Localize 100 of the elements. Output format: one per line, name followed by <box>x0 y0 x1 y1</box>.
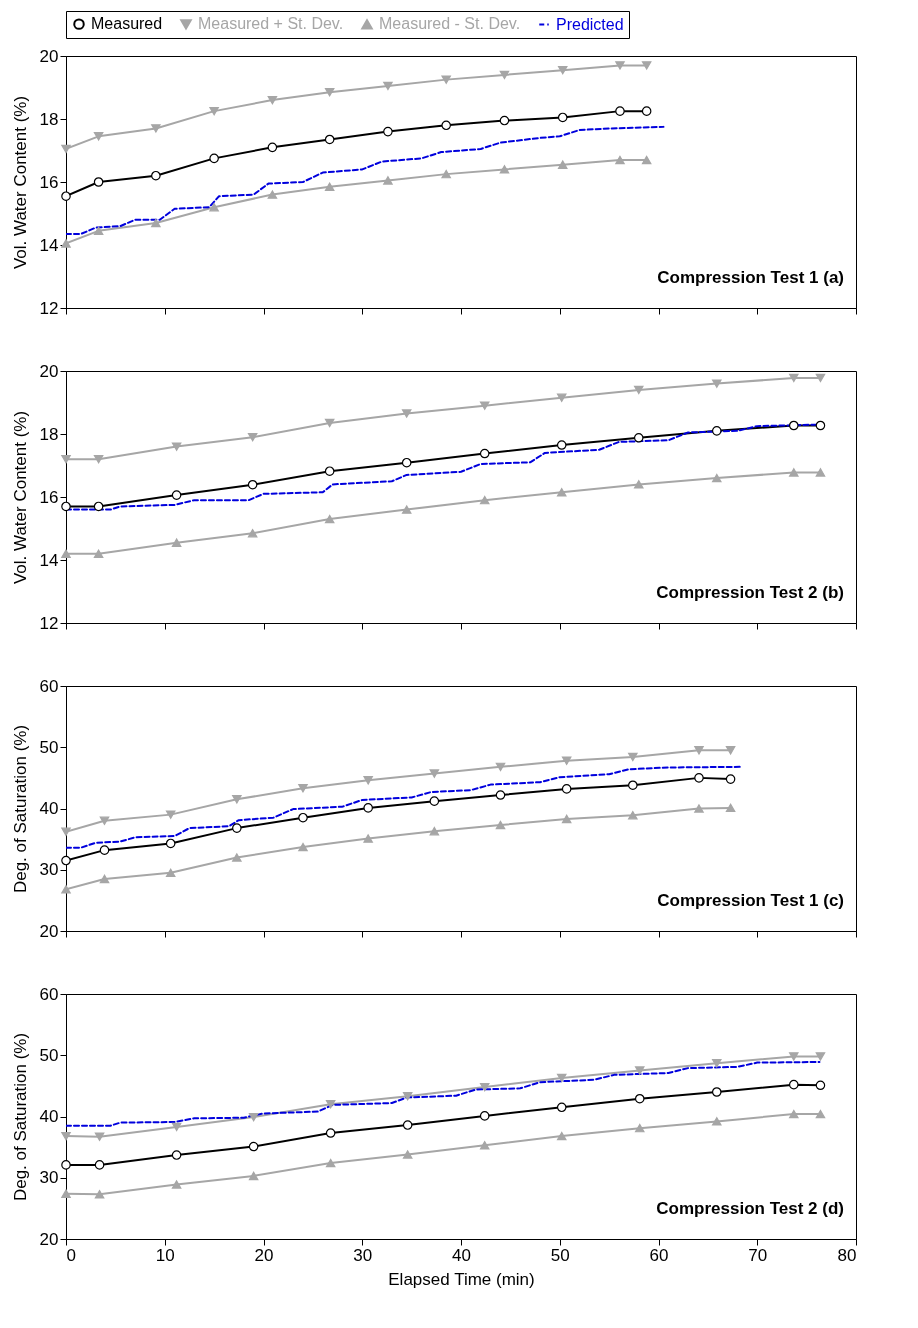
y-tick-label: 14 <box>39 235 59 255</box>
y-tick-label: 50 <box>39 737 59 757</box>
point <box>711 473 722 483</box>
point <box>171 1180 182 1189</box>
x-tick-label: 10 <box>155 1245 175 1265</box>
x-axis-title: Elapsed Time (min) <box>388 1269 535 1289</box>
point <box>479 1111 490 1121</box>
point <box>694 746 704 755</box>
legend-label: Predicted <box>556 15 624 33</box>
point <box>789 1052 799 1061</box>
point <box>401 409 412 418</box>
y-tick-label: 30 <box>39 1168 59 1188</box>
point <box>232 823 242 833</box>
point <box>325 1128 336 1138</box>
point <box>61 1189 71 1198</box>
point <box>99 874 110 884</box>
point <box>61 1131 71 1141</box>
point <box>99 845 110 855</box>
point <box>61 144 71 154</box>
y-tick-label: 12 <box>39 613 59 633</box>
point <box>165 838 176 849</box>
point <box>94 1160 105 1170</box>
point <box>789 373 799 383</box>
point <box>402 1120 413 1130</box>
point <box>641 61 652 70</box>
point <box>363 803 373 813</box>
point <box>151 218 161 228</box>
point <box>815 468 826 477</box>
point <box>401 505 412 514</box>
point <box>615 61 625 70</box>
point <box>171 1122 182 1132</box>
point <box>94 1132 105 1141</box>
point <box>628 811 638 820</box>
point <box>634 1123 645 1133</box>
y-tick-label: 12 <box>39 298 59 318</box>
point <box>171 442 182 451</box>
point <box>61 885 71 894</box>
point <box>557 112 568 123</box>
point <box>383 81 393 91</box>
point <box>789 468 799 477</box>
point <box>556 1073 567 1083</box>
point <box>429 826 440 836</box>
y-tick-label: 60 <box>39 676 59 696</box>
point <box>171 1150 182 1160</box>
point <box>633 480 644 489</box>
point <box>615 155 625 165</box>
point <box>634 1093 645 1104</box>
point <box>325 1158 336 1168</box>
point <box>711 1117 722 1126</box>
point <box>441 120 451 131</box>
point <box>209 202 219 212</box>
point <box>61 855 71 866</box>
point <box>94 1190 105 1199</box>
point <box>711 1087 722 1097</box>
y-axis-title: Deg. of Saturation (%) <box>10 1032 30 1202</box>
point <box>789 1079 799 1090</box>
point <box>267 190 278 199</box>
x-tick-label: 40 <box>452 1245 471 1265</box>
annotation: Compression Test 2 (d) <box>656 1199 844 1218</box>
point <box>495 790 506 800</box>
point <box>633 385 644 395</box>
point <box>247 432 258 442</box>
point <box>267 95 278 105</box>
y-tick-label: 18 <box>39 424 59 444</box>
point <box>789 420 799 431</box>
point <box>815 1109 826 1119</box>
point <box>479 448 490 459</box>
point <box>402 1150 413 1159</box>
x-tick-label: 70 <box>748 1245 768 1265</box>
point <box>815 420 826 431</box>
point <box>93 454 104 464</box>
point <box>93 501 104 512</box>
point <box>363 776 373 785</box>
point <box>209 153 219 164</box>
legend-label: Measured + St. Dev. <box>198 15 344 33</box>
point <box>93 549 104 558</box>
y-tick-label: 18 <box>39 109 59 129</box>
point <box>324 418 335 428</box>
point <box>815 1080 826 1091</box>
point <box>556 393 567 402</box>
point <box>61 454 71 464</box>
point <box>789 1109 799 1119</box>
x-tick-label: 80 <box>837 1245 857 1265</box>
point <box>634 1066 645 1075</box>
x-tick-label: 0 <box>66 1245 76 1265</box>
point <box>429 796 440 806</box>
point <box>561 756 572 765</box>
point <box>401 457 412 468</box>
x-tick-label: 50 <box>550 1245 570 1265</box>
point <box>61 239 71 248</box>
annotation: Compression Test 1 (a) <box>657 268 844 287</box>
point <box>815 1052 826 1061</box>
point <box>441 169 451 179</box>
y-tick-label: 30 <box>39 860 59 880</box>
point <box>711 379 722 388</box>
point <box>93 177 104 187</box>
point <box>383 176 393 185</box>
point <box>61 1160 71 1170</box>
point <box>725 774 736 784</box>
point <box>628 780 638 790</box>
